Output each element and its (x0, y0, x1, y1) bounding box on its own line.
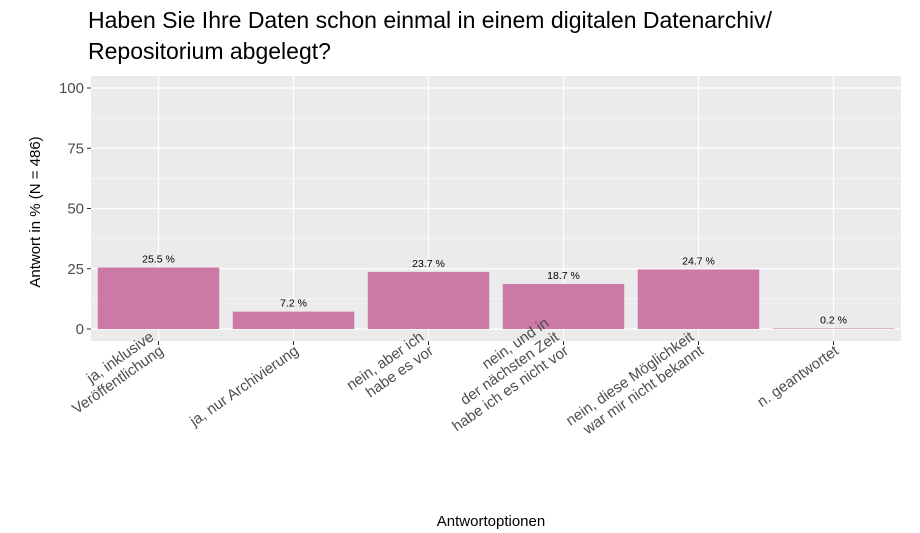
bar-value-label: 25.5 % (142, 254, 175, 266)
bar (367, 271, 490, 329)
chart-title-line-1: Haben Sie Ihre Daten schon einmal in ein… (88, 7, 773, 33)
chart-title-line-2: Repositorium abgelegt? (88, 38, 331, 64)
svg-text:ja, inklusiveVeröffentlichung: ja, inklusiveVeröffentlichung (59, 328, 166, 417)
bars (97, 267, 895, 330)
bar (97, 267, 220, 329)
x-tick-label: ja, nur Archivierung (186, 342, 302, 430)
y-tick-label: 25 (67, 261, 84, 278)
bar-value-labels: 25.5 % 7.2 % 23.7 % 18.7 % 24.7 % 0.2 % (142, 254, 847, 327)
y-tick-label: 50 (67, 201, 84, 218)
svg-text:n. geantwortet: n. geantwortet (754, 342, 842, 411)
x-axis-title: Antwortoptionen (437, 513, 545, 530)
svg-text:nein, diese Möglichkeitwar mir: nein, diese Möglichkeitwar mir nicht bek… (563, 328, 707, 443)
y-axis-ticks: 0 25 50 75 100 (59, 80, 91, 338)
bar-value-label: 23.7 % (412, 258, 445, 270)
x-tick-label: nein, diese Möglichkeitwar mir nicht bek… (563, 328, 707, 443)
bar (232, 311, 355, 329)
bar (502, 283, 625, 329)
x-tick-label: ja, inklusiveVeröffentlichung (59, 328, 167, 417)
bar-value-label: 24.7 % (682, 255, 715, 267)
bar-value-label: 18.7 % (547, 270, 580, 282)
y-axis-title: Antwort in % (N = 486) (27, 136, 44, 287)
bar-value-label: 0.2 % (820, 315, 847, 327)
bar (772, 328, 895, 330)
y-tick-label: 100 (59, 80, 84, 97)
y-tick-label: 0 (76, 321, 84, 338)
bar-value-label: 7.2 % (280, 298, 307, 310)
bar (637, 269, 760, 329)
y-tick-label: 75 (67, 140, 84, 157)
grid-lines (91, 76, 901, 341)
x-tick-label: n. geantwortet (754, 342, 842, 411)
svg-text:ja, nur Archivierung: ja, nur Archivierung (186, 342, 302, 430)
